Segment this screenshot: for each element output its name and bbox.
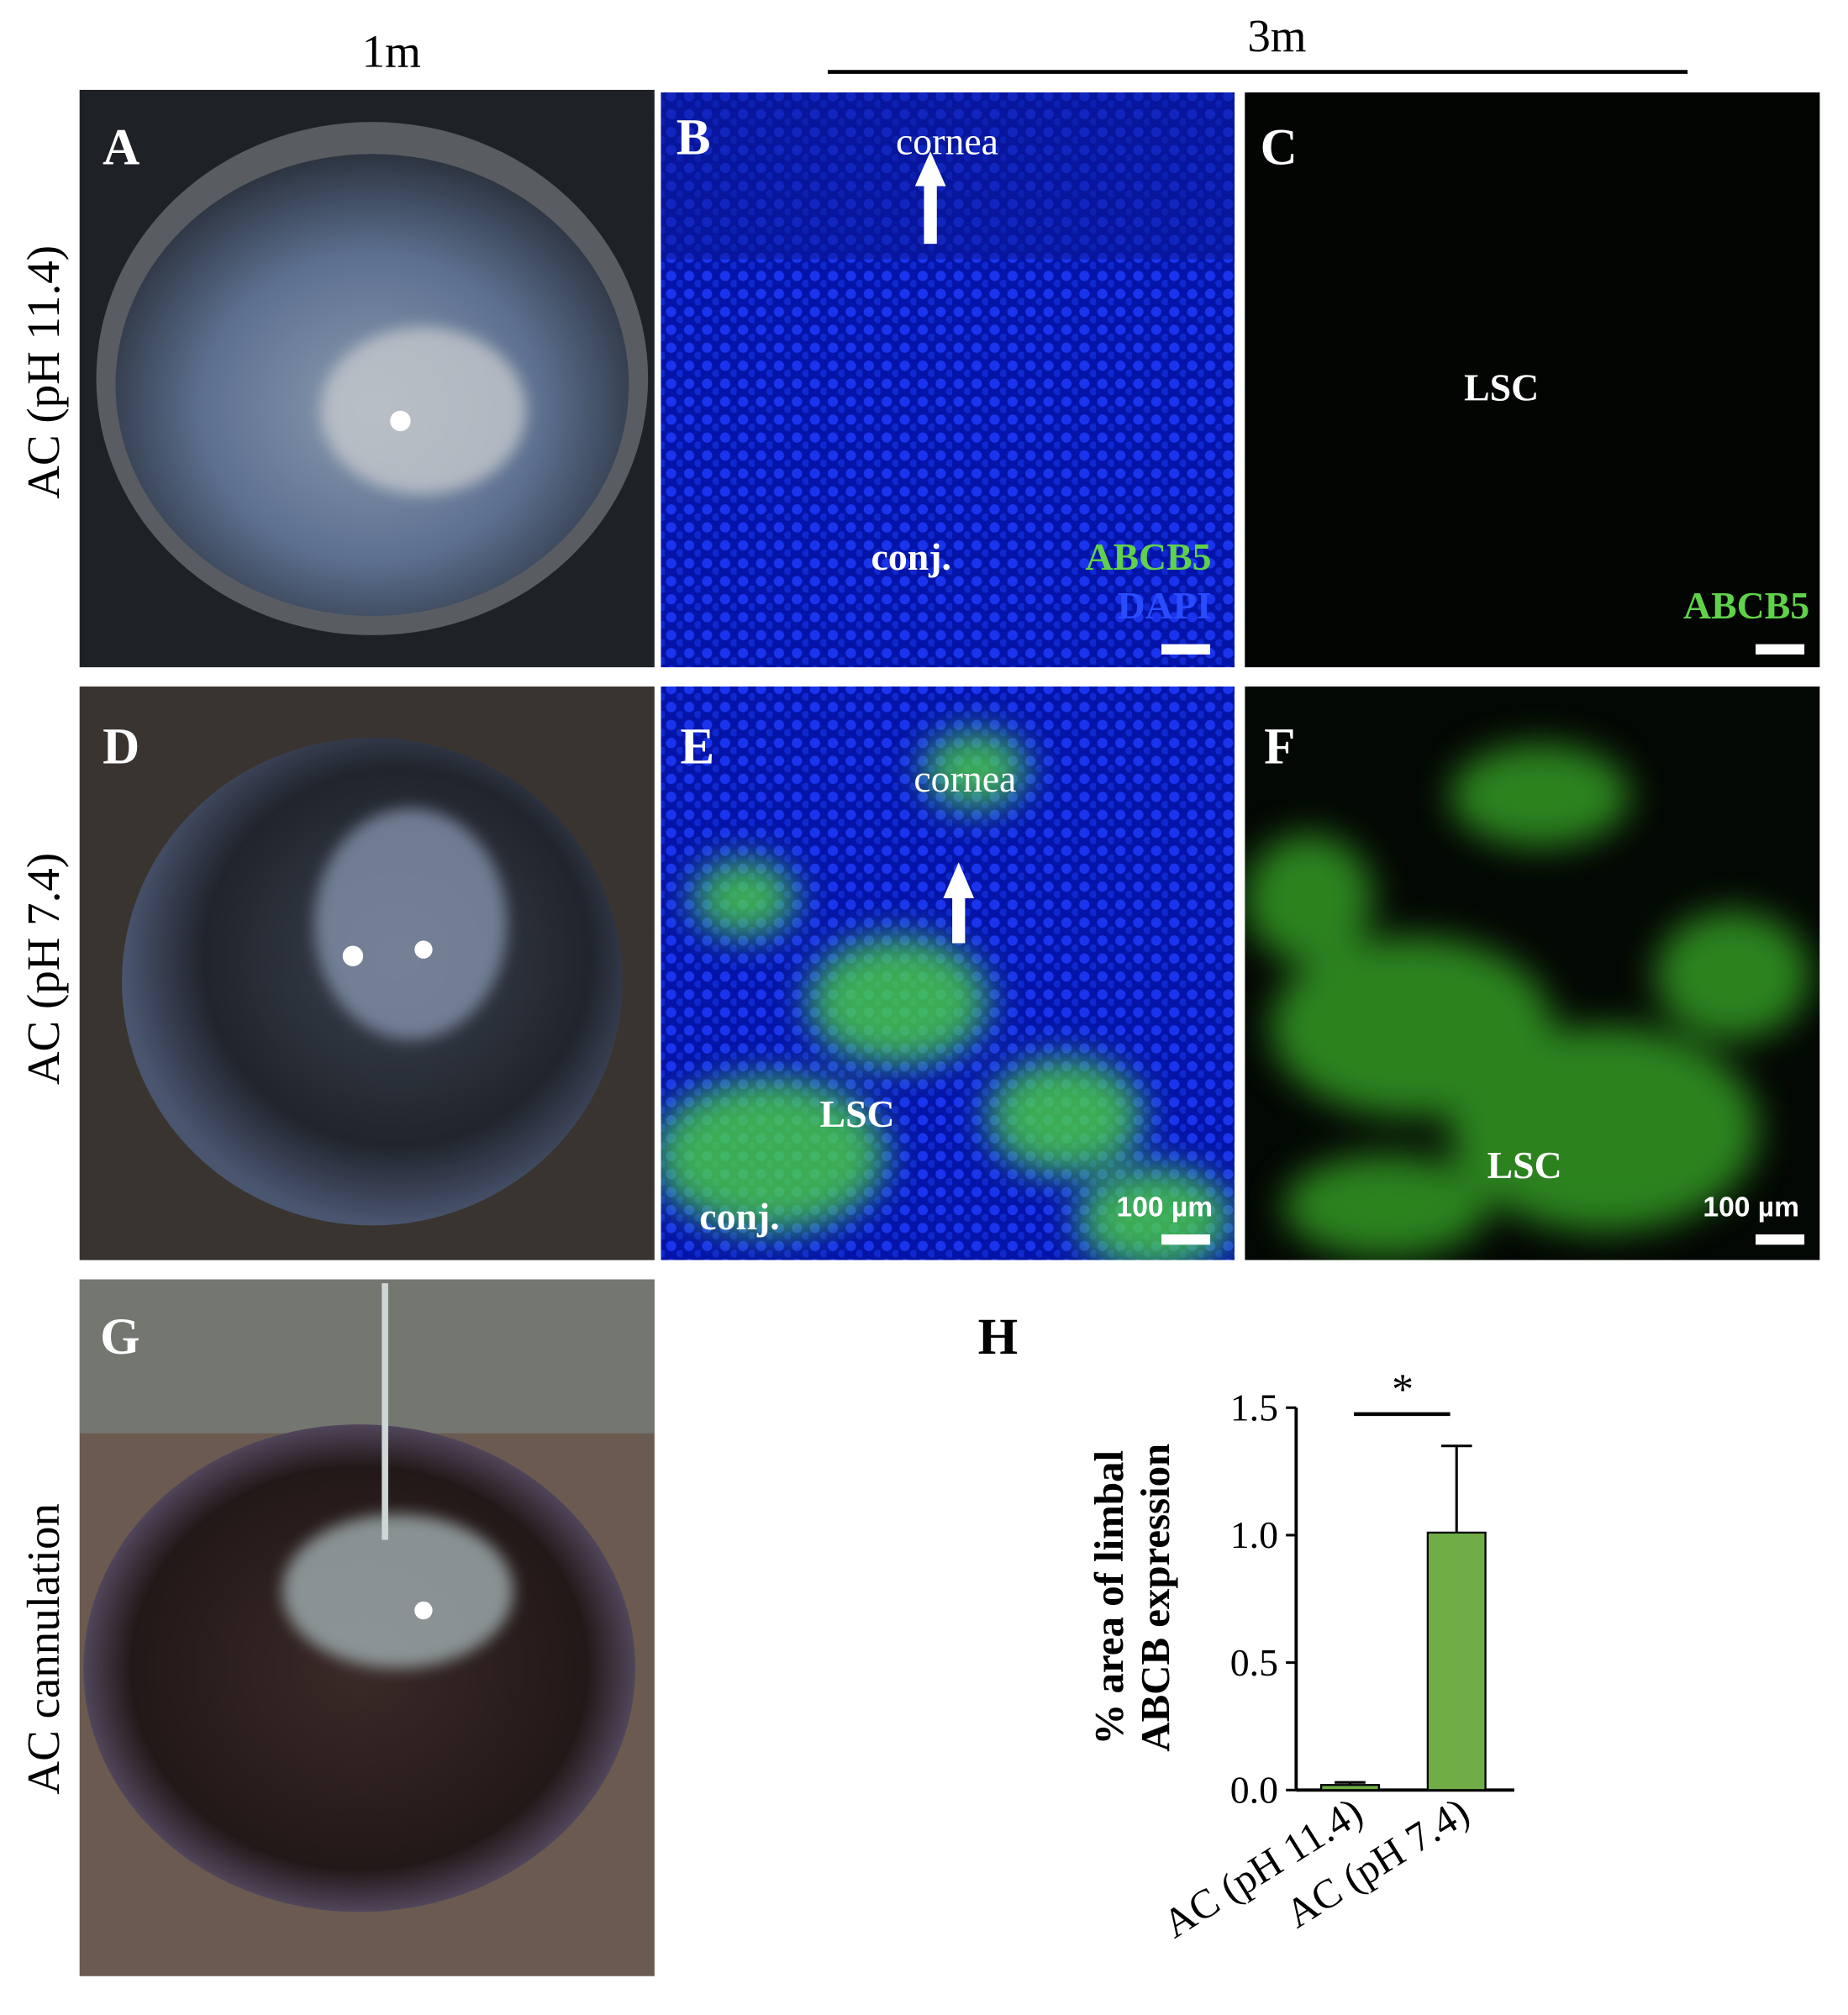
annotation: conj. [699, 1195, 779, 1238]
annotation: LSC [1487, 1144, 1562, 1186]
annotation: LSC [820, 1092, 895, 1135]
y-axis-label: ABCB expression [1132, 1444, 1178, 1752]
y-tick-label: 1.0 [1230, 1513, 1278, 1556]
annotation: cornea [896, 119, 998, 162]
photo-a [79, 89, 655, 668]
panel-letter: B [677, 109, 711, 166]
annotation: ABCB5 [1683, 584, 1809, 627]
panel-letter: F [1264, 719, 1295, 776]
annotation: LSC [1464, 366, 1539, 408]
micrograph-c [1245, 92, 1820, 668]
panel-letter: G [100, 1309, 140, 1365]
significance-label: * [1392, 1366, 1414, 1414]
annotation: conj. [871, 535, 951, 578]
panel-letter: C [1261, 119, 1298, 176]
y-tick-label: 1.5 [1230, 1386, 1278, 1429]
row-label: AC cannulation [18, 1503, 69, 1795]
column-header: 1m [362, 25, 421, 76]
annotation: 100 µm [1703, 1192, 1799, 1223]
annotation: 100 µm [1117, 1192, 1214, 1223]
bar [1426, 1531, 1487, 1791]
y-tick-label: 0.0 [1230, 1769, 1278, 1812]
photo-d [79, 687, 655, 1260]
micrograph-b [661, 92, 1235, 668]
panel-letter: E [680, 719, 714, 776]
annotation: cornea [913, 757, 1016, 800]
panel-letter: D [103, 719, 140, 776]
micrograph-f [1245, 687, 1820, 1260]
column-header: 3m [1247, 10, 1306, 61]
annotation: DAPI [1118, 584, 1212, 627]
bar-chart: 0.0 0.5 1.0 1.5 % area of limbal ABCB express… [1086, 1366, 1514, 1947]
photo-g [79, 1279, 655, 1976]
row-label: AC (pH 7.4) [18, 853, 69, 1085]
y-axis-label: % area of limbal [1086, 1450, 1132, 1745]
y-tick-label: 0.5 [1230, 1641, 1278, 1684]
panel-letter: A [103, 119, 140, 176]
row-label: AC (pH 11.4) [18, 245, 69, 499]
annotation: ABCB5 [1085, 535, 1211, 578]
bar [1319, 1784, 1380, 1791]
panel-letter: H [978, 1309, 1019, 1365]
micrograph-e [661, 687, 1235, 1260]
